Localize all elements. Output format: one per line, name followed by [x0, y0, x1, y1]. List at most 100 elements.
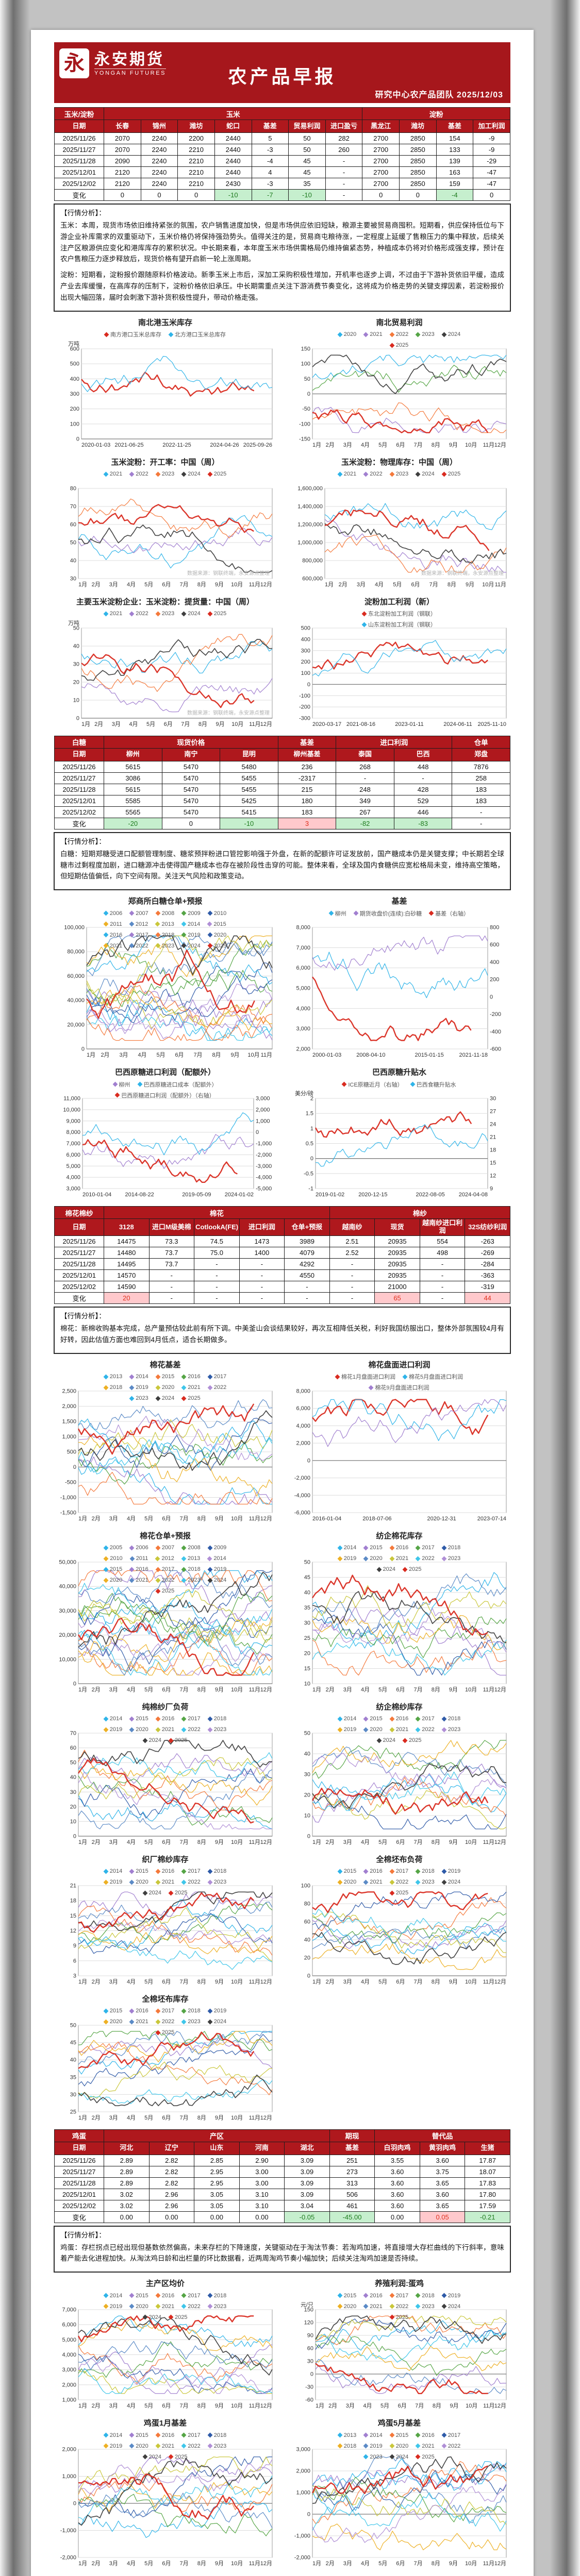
svg-text:2月: 2月 [91, 2403, 100, 2409]
svg-text:5月: 5月 [146, 721, 155, 727]
legend-item: 2015 [155, 1374, 174, 1380]
svg-text:6月: 6月 [162, 2403, 171, 2409]
value-cell: 2850 [399, 166, 437, 178]
group-header-row: 棉花棉纱 棉花 棉纱 [54, 1206, 511, 1219]
svg-text:2010-01-04: 2010-01-04 [82, 1192, 111, 1198]
legend-item: 2016 [103, 932, 122, 938]
legend-label: 2014 [187, 921, 201, 927]
legend-marker-icon [207, 1716, 213, 1722]
svg-text:10月: 10月 [465, 1979, 477, 1985]
legend-label: 2020 [161, 1384, 175, 1391]
value-cell: 3.04 [284, 2199, 330, 2212]
legend-label: 2022 [161, 1577, 175, 1584]
chart-title: 棉花盘面进口利润 [368, 1360, 430, 1369]
svg-text:4月: 4月 [126, 1979, 135, 1985]
svg-text:0: 0 [76, 436, 79, 442]
legend-row: 2014 2015 2016 2017 2018 [53, 2430, 278, 2441]
group-header-row: 白糖 现货价格 基差 进口利润 仓单 [54, 735, 510, 749]
svg-text:2,500: 2,500 [62, 1388, 76, 1394]
legend-label: 2016 [422, 2432, 435, 2438]
legend-label: 2022 [370, 471, 383, 478]
legend-marker-icon [363, 1545, 369, 1551]
svg-text:6,000: 6,000 [296, 965, 310, 971]
legend-marker-icon [181, 1396, 187, 1401]
value-cell: 45 [288, 166, 326, 178]
legend-label: 2022 [422, 1726, 435, 1733]
svg-text:40: 40 [304, 1751, 310, 1757]
legend-label: 2015 [136, 2292, 148, 2299]
legend-label: 2025 [213, 611, 227, 617]
svg-text:万吨: 万吨 [68, 341, 79, 347]
legend-label: 2015 [395, 2432, 409, 2438]
legend-marker-icon [337, 471, 343, 477]
value-cell: 3.00 [239, 2165, 285, 2178]
svg-text:8月: 8月 [198, 721, 207, 727]
legend-marker-icon [337, 332, 343, 337]
svg-text:12月: 12月 [260, 721, 272, 727]
svg-text:300: 300 [301, 648, 310, 654]
svg-text:60,000: 60,000 [67, 973, 85, 979]
date-cell: 2025/11/26 [54, 2154, 104, 2166]
svg-text:20,000: 20,000 [67, 1022, 85, 1028]
legend-label: 2017 [188, 1868, 201, 1875]
svg-text:4月: 4月 [126, 1687, 135, 1693]
chart-title: 巴西原糖升贴水 [372, 1068, 426, 1077]
svg-text:0: 0 [307, 1973, 310, 1979]
analysis-box-sugar: 【行情分析】： 白糖：短期郑糖受进口配额管理制度、糖浆预拌粉进口管控影响强于外盘，… [54, 832, 511, 891]
legend-label: 2023 [213, 2443, 227, 2449]
legend-label: 2009 [213, 1545, 227, 1551]
value-cell: 163 [436, 166, 474, 178]
svg-text:120: 120 [304, 2320, 313, 2326]
legend-item: 2016 [155, 2293, 174, 2299]
svg-text:9月: 9月 [216, 721, 224, 727]
legend-row: 2019 2020 2021 2022 2023 [287, 1553, 512, 1564]
legend-label: 2023 [161, 611, 175, 617]
svg-text:7月: 7月 [179, 1516, 188, 1522]
svg-text:5月: 5月 [378, 1687, 387, 1693]
analysis-paragraph: 棉花：新棉收购基本完成，总产量预估较此前有所下调。中美釜山会谈结果较好，再次互相… [60, 1325, 504, 1344]
legend-row: 2024 2025 [287, 1564, 512, 1575]
legend-row: 2016 2017 2018 2019 2020 [53, 929, 278, 940]
value-cell: - [325, 155, 363, 167]
svg-text:12月: 12月 [260, 1687, 272, 1693]
svg-text:-5,000: -5,000 [256, 1186, 272, 1192]
svg-text:3月: 3月 [119, 1052, 128, 1058]
legend-label: 2019 [136, 1384, 148, 1391]
value-cell: 45 [288, 155, 326, 167]
legend-item: 巴西原糖进口成本（配额外） [137, 1080, 218, 1089]
legend-label: 2023 [188, 1577, 201, 1584]
value-cell: 448 [393, 760, 453, 773]
legend-item: 2019 [103, 1726, 122, 1733]
legend-marker-icon [415, 2443, 421, 2449]
svg-text:11月: 11月 [248, 1839, 260, 1845]
svg-text:8月: 8月 [431, 1687, 440, 1693]
column-header: CotlookA(FE) [194, 1218, 240, 1236]
legend-item: 2021 [155, 1879, 174, 1885]
group-header: 淀粉 [362, 107, 510, 120]
svg-text:数据来源：钢联终端，永安源点整理: 数据来源：钢联终端，永安源点整理 [187, 570, 270, 577]
legend-marker-icon [155, 1578, 161, 1583]
value-cell: 260 [325, 144, 363, 156]
svg-text:10月: 10月 [231, 1979, 243, 1985]
svg-text:50: 50 [70, 539, 76, 546]
brand-text: 永安期货 YONGAN FUTURES [94, 51, 167, 76]
change-cell: - [419, 1292, 466, 1304]
legend-label: 2022 [395, 2303, 409, 2310]
svg-text:11月: 11月 [248, 582, 260, 588]
svg-text:20: 20 [73, 679, 79, 685]
svg-text:30: 30 [304, 1771, 310, 1777]
svg-text:9,000: 9,000 [66, 1118, 80, 1125]
table-body: 2025/11/26 5615 5470 5480 236 268 448 7876 2025/… [54, 760, 510, 829]
svg-text:11月: 11月 [483, 2403, 494, 2409]
table-row: 2025/11/26 14475 73.3 74.5 1473 3989 2.51 20935… [54, 1235, 510, 1248]
svg-text:2022-11-25: 2022-11-25 [162, 442, 191, 448]
group-header: 鸡蛋 [54, 2129, 104, 2142]
value-cell: 7876 [452, 760, 510, 773]
chart-legend: 2015 2016 2017 2018 2019 2020 2021 2022 2023 2024… [53, 2006, 278, 2036]
chart-legend: 2014 2015 2016 2017 2018 2019 2020 2021 2022 2023… [287, 1714, 512, 1743]
svg-text:数据来源：钢联终端，永安源点整理: 数据来源：钢联终端，永安源点整理 [421, 570, 504, 577]
value-cell: 2120 [104, 178, 141, 190]
svg-text:7月: 7月 [181, 721, 190, 727]
